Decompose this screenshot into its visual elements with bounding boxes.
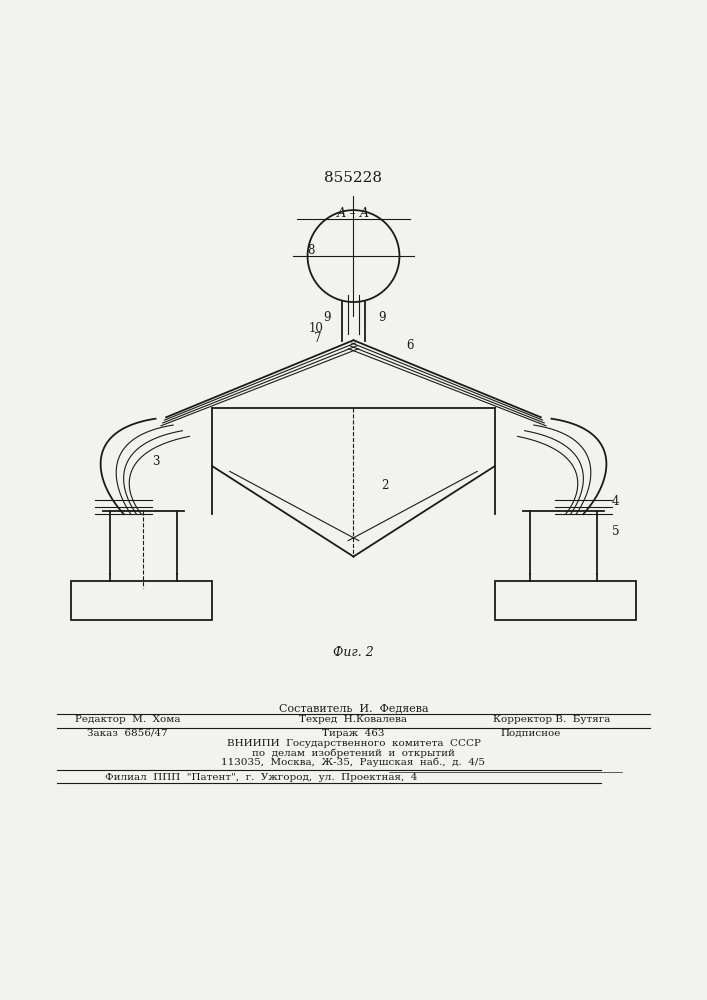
Text: Фиг. 2: Фиг. 2	[333, 646, 374, 659]
Text: 2: 2	[382, 479, 389, 492]
Text: 855228: 855228	[325, 171, 382, 185]
Text: Тираж  463: Тираж 463	[322, 729, 385, 738]
Bar	[495, 581, 636, 620]
Text: ВНИИПИ  Государственного  комитета  СССР: ВНИИПИ Государственного комитета СССР	[226, 739, 481, 748]
Text: Филиал  ППП  "Патент",  г.  Ужгород,  ул.  Проектная,  4: Филиал ППП "Патент", г. Ужгород, ул. Про…	[105, 773, 418, 782]
Text: 10: 10	[309, 322, 324, 335]
Text: 6: 6	[407, 339, 414, 352]
Text: 9: 9	[323, 311, 331, 324]
Text: 8: 8	[308, 244, 315, 257]
Text: Составитель  И.  Федяева: Составитель И. Федяева	[279, 704, 428, 714]
Text: Техред  Н.Ковалева: Техред Н.Ковалева	[300, 715, 407, 724]
Text: 7: 7	[314, 332, 322, 345]
Text: 3: 3	[152, 455, 159, 468]
Text: 5: 5	[612, 525, 619, 538]
Text: 4: 4	[612, 495, 619, 508]
Bar	[71, 581, 212, 620]
Text: А – А: А – А	[337, 207, 370, 220]
Text: Заказ  6856/47: Заказ 6856/47	[87, 729, 168, 738]
Text: 113035,  Москва,  Ж-35,  Раушская  наб.,  д.  4/5: 113035, Москва, Ж-35, Раушская наб., д. …	[221, 758, 486, 767]
Text: Подписное: Подписное	[500, 729, 561, 738]
Text: 9: 9	[378, 311, 386, 324]
Text: по  делам  изобретений  и  открытий: по делам изобретений и открытий	[252, 748, 455, 758]
Text: Корректор В.  Бутяга: Корректор В. Бутяга	[493, 715, 610, 724]
Text: Редактор  М.  Хома: Редактор М. Хома	[74, 715, 180, 724]
